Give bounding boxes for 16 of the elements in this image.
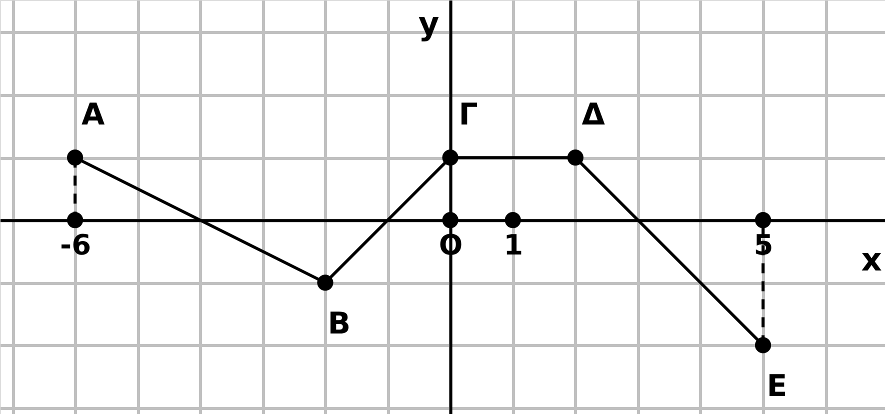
point [442, 212, 458, 228]
x-tick-label: -6 [60, 228, 92, 262]
point [504, 212, 521, 228]
x-tick-label: 1 [504, 228, 524, 262]
point [442, 150, 458, 166]
annotation: Γ [458, 98, 478, 133]
point [567, 150, 584, 166]
point [317, 274, 334, 291]
point [754, 212, 772, 228]
annotation: A [81, 98, 106, 133]
y-axis-title: y [418, 4, 440, 42]
annotation: Δ [582, 98, 606, 133]
annotation: B [328, 306, 351, 342]
point [66, 212, 84, 228]
x-axis-title: x [861, 240, 882, 279]
annotation: E [766, 369, 788, 404]
